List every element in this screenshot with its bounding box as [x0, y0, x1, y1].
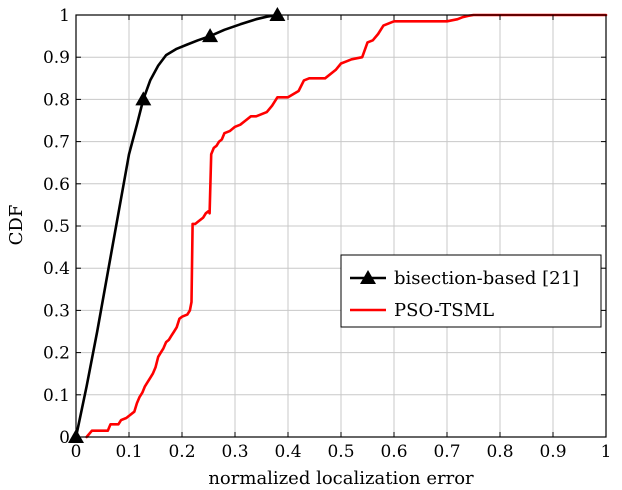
x-tick-label: 0.1 [115, 442, 142, 462]
x-tick-label: 0.2 [168, 442, 195, 462]
legend-entry-pso-tsml: PSO-TSML [350, 300, 494, 321]
legend-box [340, 254, 602, 328]
series-line-1 [85, 13, 608, 439]
x-tick-label: 0.7 [433, 442, 460, 462]
y-axis-label: CDF [6, 205, 27, 246]
x-tick-label: 0.9 [539, 442, 566, 462]
x-tick-label: 0.4 [274, 442, 301, 462]
x-tick-label: 1 [601, 442, 612, 462]
triangle-marker [202, 28, 219, 43]
triangle-marker-icon [360, 270, 376, 284]
ticks [75, 14, 607, 438]
y-tick-label: 0.7 [43, 133, 70, 153]
y-tick-label: 0.1 [43, 386, 70, 406]
x-tick-label: 0.5 [327, 442, 354, 462]
x-tick-label: 0.8 [486, 442, 513, 462]
y-tick-label: 0.3 [43, 301, 70, 321]
y-tick-label: 0 [59, 428, 70, 448]
y-tick-label: 0.4 [43, 259, 70, 279]
y-tick-label: 0.2 [43, 344, 70, 364]
triangle-marker [269, 7, 286, 21]
y-tick-labels: 0 0.1 0.2 0.3 0.4 0.5 0.6 0.7 0.8 0.9 1 [43, 6, 70, 448]
x-tick-label: 0 [71, 442, 82, 462]
x-axis-label: normalized localization error [208, 468, 474, 489]
legend-label-bisection: bisection-based [21] [394, 268, 579, 289]
series-line-0 [74, 13, 279, 439]
y-tick-label: 0.9 [43, 48, 70, 68]
y-tick-label: 1 [59, 6, 70, 26]
y-tick-label: 0.6 [43, 175, 70, 195]
series-layer [68, 7, 608, 443]
x-tick-label: 0.3 [221, 442, 248, 462]
legend: bisection-based [21] PSO-TSML [340, 254, 602, 328]
legend-label-pso-tsml: PSO-TSML [394, 300, 494, 321]
x-tick-labels: 0 0.1 0.2 0.3 0.4 0.5 0.6 0.7 0.8 0.9 1 [71, 442, 612, 462]
y-tick-label: 0.8 [43, 90, 70, 110]
grid [75, 14, 607, 438]
y-tick-label: 0.5 [43, 217, 70, 237]
legend-entry-bisection: bisection-based [21] [350, 268, 579, 289]
triangle-marker [135, 91, 152, 106]
x-tick-label: 0.6 [380, 442, 407, 462]
